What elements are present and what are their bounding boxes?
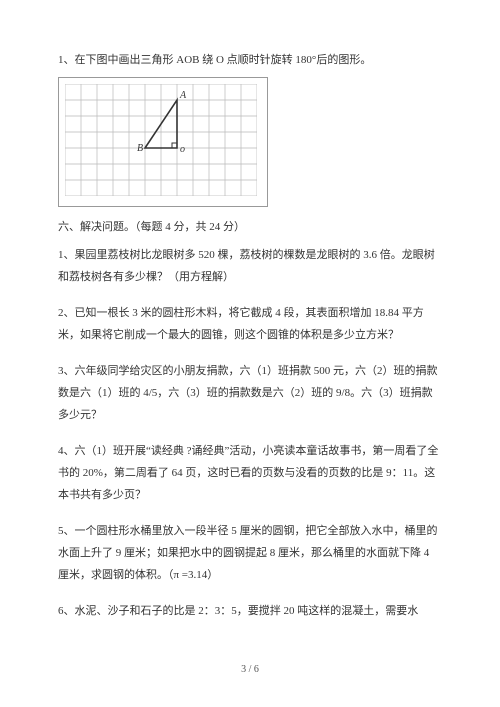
problem-2: 2、已知一根长 3 米的圆柱形木料，将它截成 4 段，其表面积增加 18.84 … xyxy=(58,302,442,346)
problem-3: 3、六年级同学给灾区的小朋友捐款，六（1）班捐款 500 元，六（2）班的捐款数… xyxy=(58,360,442,426)
page-number: 3 / 6 xyxy=(0,660,500,679)
svg-text:B: B xyxy=(137,143,143,154)
grid-svg: B Ao xyxy=(65,84,257,196)
svg-text:A: A xyxy=(179,90,187,101)
triangle-grid-figure: B Ao xyxy=(58,77,268,207)
problem-1: 1、果园里荔枝树比龙眼树多 520 棵，荔枝树的棵数是龙眼树的 3.6 倍。龙眼… xyxy=(58,244,442,288)
q1-intro: 1、在下图中画出三角形 AOB 绕 O 点顺时针旋转 180°后的图形。 xyxy=(58,50,442,71)
svg-text:o: o xyxy=(180,144,185,155)
problem-6: 6、水泥、沙子和石子的比是 2：3：5，要搅拌 20 吨这样的混凝土，需要水 xyxy=(58,600,442,622)
section-6-title: 六、解决问题。（每题 4 分，共 24 分） xyxy=(58,217,442,238)
problem-5: 5、一个圆柱形水桶里放入一段半径 5 厘米的圆钢，把它全部放入水中，桶里的水面上… xyxy=(58,520,442,586)
problem-4: 4、六（1）班开展“读经典 ?诵经典”活动，小亮读本童话故事书，第一周看了全书的… xyxy=(58,440,442,506)
